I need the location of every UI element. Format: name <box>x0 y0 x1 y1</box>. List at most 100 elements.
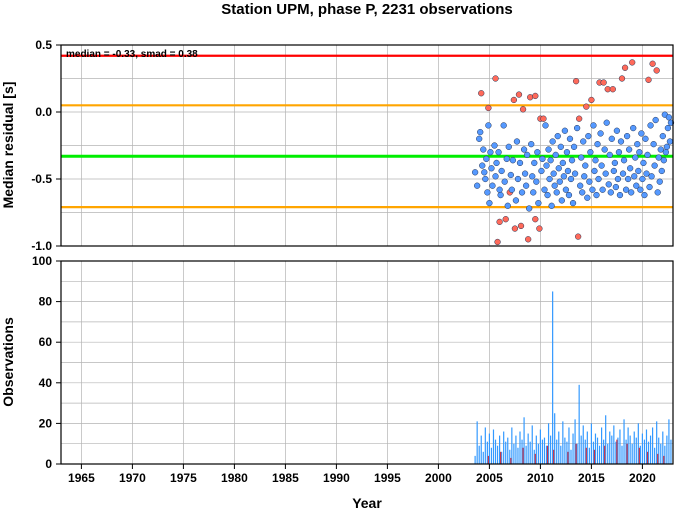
observation-bar <box>519 431 521 464</box>
residual-point <box>534 149 541 156</box>
observation-bar <box>586 431 588 464</box>
residual-point <box>548 202 555 209</box>
observation-bar <box>525 445 527 464</box>
outlier-bar <box>646 451 649 464</box>
residual-point <box>495 149 502 156</box>
observation-bar <box>633 431 635 464</box>
observation-bar <box>533 449 535 464</box>
observation-bar <box>670 439 672 464</box>
chart-title: Station UPM, phase P, 2231 observations <box>221 1 513 18</box>
residual-point <box>480 146 487 153</box>
residual-point <box>545 146 552 153</box>
residual-point <box>636 149 643 156</box>
outlier-bar <box>616 439 618 464</box>
outlier-point <box>478 90 485 97</box>
observation-bar <box>474 455 476 464</box>
residual-y-label: Median residual [s] <box>0 82 16 209</box>
residual-point <box>607 189 614 196</box>
residual-point <box>601 146 608 153</box>
outlier-point <box>511 225 519 232</box>
observation-bar <box>556 439 558 464</box>
outlier-point <box>532 216 539 223</box>
residual-point <box>538 167 545 175</box>
residual-point <box>551 182 558 189</box>
residual-point <box>481 169 488 176</box>
observation-bar <box>570 449 572 464</box>
residual-point <box>612 183 620 191</box>
outlier-bar <box>510 457 512 464</box>
x-tick-label: 2015 <box>578 471 605 485</box>
residual-point <box>492 173 499 180</box>
observation-bar <box>562 421 564 464</box>
residual-point <box>651 162 658 169</box>
residual-point <box>593 191 600 199</box>
observation-bar <box>482 451 484 464</box>
observation-bar <box>484 427 486 464</box>
residual-point <box>613 127 621 134</box>
residual-point <box>558 197 565 204</box>
residual-point <box>544 191 551 199</box>
observation-bar <box>517 447 519 464</box>
residual-point <box>555 165 562 172</box>
outlier-point <box>515 91 523 98</box>
observation-bar <box>592 441 595 464</box>
observation-bar <box>637 423 639 464</box>
x-tick-label: 1970 <box>119 471 146 485</box>
observation-bar <box>499 435 501 464</box>
residual-point <box>500 122 507 129</box>
residual-point <box>474 182 481 189</box>
residual-point <box>643 170 650 177</box>
residual-point <box>625 146 633 153</box>
residual-point <box>631 173 638 180</box>
observation-bar <box>535 435 537 464</box>
outlier-bar <box>626 443 628 464</box>
residual-point <box>630 124 637 132</box>
y-tick-label: 20 <box>39 416 53 430</box>
observation-bars <box>474 291 672 464</box>
observation-bar <box>545 445 548 464</box>
residual-point <box>622 186 630 193</box>
observation-bar <box>523 417 525 464</box>
observation-bar <box>529 441 531 464</box>
residual-grid <box>61 44 673 247</box>
residual-point <box>605 181 612 188</box>
observation-bar <box>558 431 560 464</box>
observation-bar <box>641 433 643 464</box>
observation-bar <box>615 441 617 464</box>
residual-point <box>476 135 483 142</box>
outlier-bar <box>663 455 665 464</box>
residual-point <box>560 173 568 180</box>
residual-point <box>535 199 542 207</box>
observation-bar <box>601 427 603 464</box>
residual-point <box>564 167 572 175</box>
residual-point <box>662 149 670 156</box>
residual-point <box>530 189 537 196</box>
outlier-bar <box>575 443 577 464</box>
residual-point <box>638 130 645 137</box>
observation-bar <box>647 441 650 464</box>
residual-point <box>589 186 596 193</box>
observation-bar <box>584 439 586 464</box>
residual-point <box>485 122 492 129</box>
residual-point <box>471 169 479 176</box>
x-tick-label: 1965 <box>68 471 95 485</box>
observation-bar <box>594 433 597 464</box>
residual-point <box>497 191 504 199</box>
residual-point <box>658 167 665 175</box>
residual-point <box>569 199 577 207</box>
x-axis-label: Year <box>352 495 382 511</box>
residual-point <box>486 199 493 207</box>
observations-y-label: Observations <box>0 317 16 407</box>
residual-point <box>573 124 581 132</box>
residual-point <box>581 173 588 180</box>
stats-annotation: median = -0.33, smad = 0.38 <box>66 49 198 60</box>
outlier-bar <box>500 451 502 464</box>
residual-point <box>508 186 515 193</box>
residual-point <box>660 157 667 164</box>
residual-point <box>582 162 589 169</box>
outlier-point <box>649 60 656 67</box>
observation-bar <box>486 441 488 464</box>
outlier-point <box>653 67 660 74</box>
outlier-point <box>572 78 580 85</box>
residual-point <box>562 186 570 193</box>
